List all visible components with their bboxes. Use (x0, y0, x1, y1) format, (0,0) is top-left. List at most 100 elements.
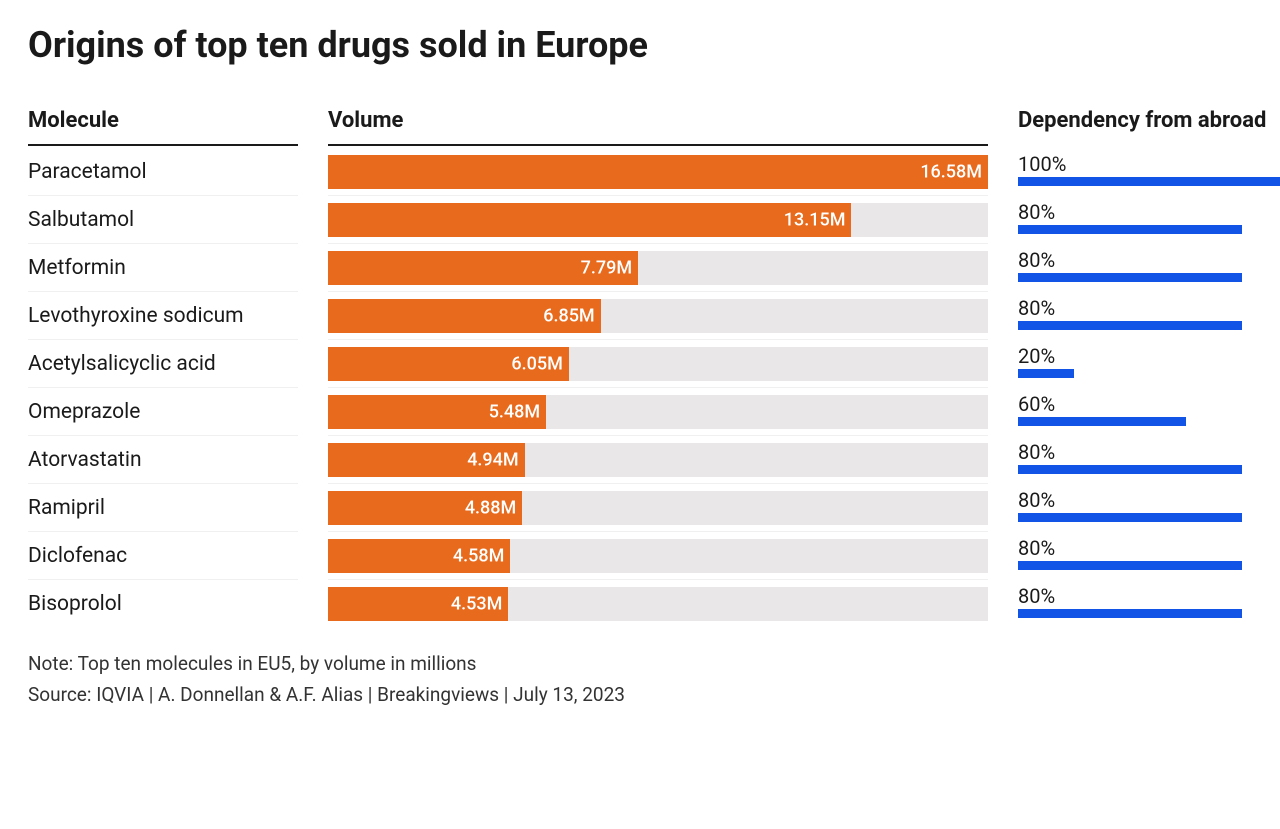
volume-track: 16.58M (328, 155, 988, 189)
volume-value: 4.58M (453, 545, 504, 566)
molecule-header: Molecule (28, 108, 298, 146)
volume-cell: 4.53M (328, 580, 988, 628)
volume-cell: 6.85M (328, 292, 988, 340)
dependency-track (1018, 513, 1280, 522)
molecule-label: Levothyroxine sodicum (28, 292, 298, 340)
dependency-cell: 80% (1018, 578, 1280, 626)
molecule-label: Bisoprolol (28, 580, 298, 628)
molecule-label: Diclofenac (28, 532, 298, 580)
volume-value: 13.15M (784, 209, 846, 230)
dependency-percent: 80% (1018, 298, 1280, 318)
dependency-cell: 80% (1018, 434, 1280, 482)
volume-bar: 4.94M (328, 443, 525, 477)
dependency-cell: 80% (1018, 482, 1280, 530)
volume-bar: 16.58M (328, 155, 988, 189)
volume-cell: 4.58M (328, 532, 988, 580)
chart-title: Origins of top ten drugs sold in Europe (28, 24, 1252, 66)
volume-track: 13.15M (328, 203, 988, 237)
molecule-column: Molecule ParacetamolSalbutamolMetforminL… (28, 108, 298, 628)
dependency-bar (1018, 369, 1074, 378)
volume-value: 7.79M (581, 257, 632, 278)
dependency-track (1018, 609, 1280, 618)
volume-cell: 6.05M (328, 340, 988, 388)
volume-bar: 7.79M (328, 251, 638, 285)
dependency-track (1018, 369, 1280, 378)
volume-cell: 4.88M (328, 484, 988, 532)
dependency-percent: 80% (1018, 586, 1280, 606)
dependency-column: Dependency from abroad 100% 80% 80% 80% 20% 6… (1018, 108, 1280, 628)
dependency-cell: 60% (1018, 386, 1280, 434)
dependency-track (1018, 417, 1280, 426)
chart-footer: Note: Top ten molecules in EU5, by volum… (28, 650, 1252, 709)
dependency-cell: 80% (1018, 194, 1280, 242)
dependency-track (1018, 225, 1280, 234)
dependency-header: Dependency from abroad (1018, 108, 1280, 144)
volume-bar: 5.48M (328, 395, 546, 429)
molecule-label: Metformin (28, 244, 298, 292)
dependency-percent: 80% (1018, 490, 1280, 510)
molecule-label: Ramipril (28, 484, 298, 532)
volume-header: Volume (328, 108, 988, 146)
volume-track: 4.58M (328, 539, 988, 573)
volume-cell: 13.15M (328, 196, 988, 244)
footer-note: Note: Top ten molecules in EU5, by volum… (28, 650, 1252, 679)
dependency-percent: 100% (1018, 154, 1280, 174)
volume-bar: 6.85M (328, 299, 601, 333)
dependency-cell: 100% (1018, 146, 1280, 194)
volume-track: 4.88M (328, 491, 988, 525)
molecule-label: Salbutamol (28, 196, 298, 244)
dependency-bar (1018, 465, 1242, 474)
dependency-percent: 60% (1018, 394, 1280, 414)
molecule-label: Acetylsalicyclic acid (28, 340, 298, 388)
dependency-bar (1018, 513, 1242, 522)
dependency-track (1018, 465, 1280, 474)
dependency-percent: 80% (1018, 250, 1280, 270)
dependency-bar (1018, 321, 1242, 330)
dependency-bar (1018, 609, 1242, 618)
dependency-percent: 80% (1018, 202, 1280, 222)
volume-cell: 7.79M (328, 244, 988, 292)
volume-bar: 6.05M (328, 347, 569, 381)
dependency-track (1018, 177, 1280, 186)
volume-value: 4.94M (467, 449, 518, 470)
chart-grid: Molecule ParacetamolSalbutamolMetforminL… (28, 108, 1252, 628)
molecule-label: Paracetamol (28, 148, 298, 196)
volume-track: 4.94M (328, 443, 988, 477)
volume-value: 16.58M (920, 161, 982, 182)
dependency-cell: 80% (1018, 530, 1280, 578)
dependency-cell: 80% (1018, 290, 1280, 338)
dependency-percent: 20% (1018, 346, 1280, 366)
volume-cell: 4.94M (328, 436, 988, 484)
molecule-label: Omeprazole (28, 388, 298, 436)
volume-bar: 4.88M (328, 491, 522, 525)
dependency-track (1018, 273, 1280, 282)
volume-track: 5.48M (328, 395, 988, 429)
volume-track: 6.85M (328, 299, 988, 333)
volume-cell: 5.48M (328, 388, 988, 436)
volume-column: Volume 16.58M 13.15M 7.79M 6.85M 6.05M 5.48M 4… (328, 108, 988, 628)
volume-bar: 4.58M (328, 539, 510, 573)
dependency-bar (1018, 561, 1242, 570)
dependency-track (1018, 561, 1280, 570)
dependency-percent: 80% (1018, 538, 1280, 558)
volume-bar: 13.15M (328, 203, 851, 237)
molecule-label: Atorvastatin (28, 436, 298, 484)
dependency-bar (1018, 225, 1242, 234)
dependency-cell: 80% (1018, 242, 1280, 290)
footer-source: Source: IQVIA | A. Donnellan & A.F. Alia… (28, 681, 1252, 710)
dependency-track (1018, 321, 1280, 330)
volume-value: 6.05M (511, 353, 562, 374)
dependency-percent: 80% (1018, 442, 1280, 462)
dependency-bar (1018, 417, 1186, 426)
dependency-cell: 20% (1018, 338, 1280, 386)
volume-track: 6.05M (328, 347, 988, 381)
volume-track: 4.53M (328, 587, 988, 621)
volume-value: 4.88M (465, 497, 516, 518)
volume-bar: 4.53M (328, 587, 508, 621)
volume-value: 5.48M (489, 401, 540, 422)
dependency-bar (1018, 177, 1280, 186)
volume-track: 7.79M (328, 251, 988, 285)
volume-value: 6.85M (543, 305, 594, 326)
dependency-bar (1018, 273, 1242, 282)
volume-value: 4.53M (451, 594, 502, 615)
